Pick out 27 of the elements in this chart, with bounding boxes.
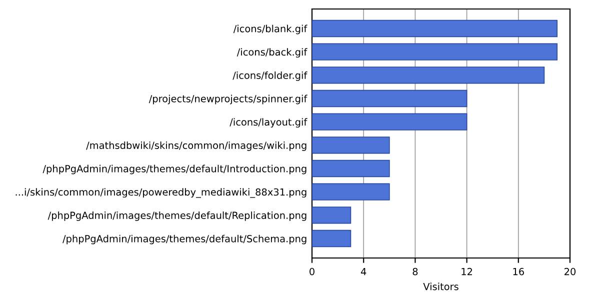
y-tick-label: /phpPgAdmin/images/themes/default/Replication.png — [48, 211, 306, 221]
bar — [312, 20, 558, 38]
x-tick-label: 4 — [360, 268, 366, 276]
bar — [312, 230, 352, 248]
bar — [312, 66, 545, 84]
y-tick-label: /projects/newprojects/spinner.gif — [148, 94, 308, 104]
bar — [312, 43, 558, 60]
bar — [312, 136, 390, 154]
x-axis-title: Visitors — [423, 282, 458, 290]
bar — [312, 206, 352, 224]
x-tick-label: 16 — [513, 268, 524, 276]
y-tick-label: /icons/back.gif — [236, 48, 308, 58]
x-tick-label: 20 — [564, 268, 576, 276]
y-tick-label: ...i/skins/common/images/poweredby_mediawiki_88x31.png — [16, 188, 306, 198]
y-tick-label: /phpPgAdmin/images/themes/default/Introduction.png — [42, 164, 306, 174]
x-tick-label: 0 — [310, 268, 314, 276]
y-tick-label: /phpPgAdmin/images/themes/default/Schema.png — [62, 234, 306, 244]
y-tick-label: /mathsdbwiki/skins/common/images/wiki.png — [86, 141, 306, 151]
y-tick-label: /icons/layout.gif — [230, 118, 308, 128]
bar — [312, 90, 468, 108]
bar — [312, 160, 390, 178]
y-tick-label: /icons/folder.gif — [232, 71, 308, 81]
x-tick-label: 8 — [412, 268, 418, 276]
x-tick-label: 12 — [462, 268, 472, 276]
bar — [312, 113, 468, 130]
bar — [312, 183, 390, 200]
y-tick-label: /icons/blank.gif — [233, 24, 308, 34]
